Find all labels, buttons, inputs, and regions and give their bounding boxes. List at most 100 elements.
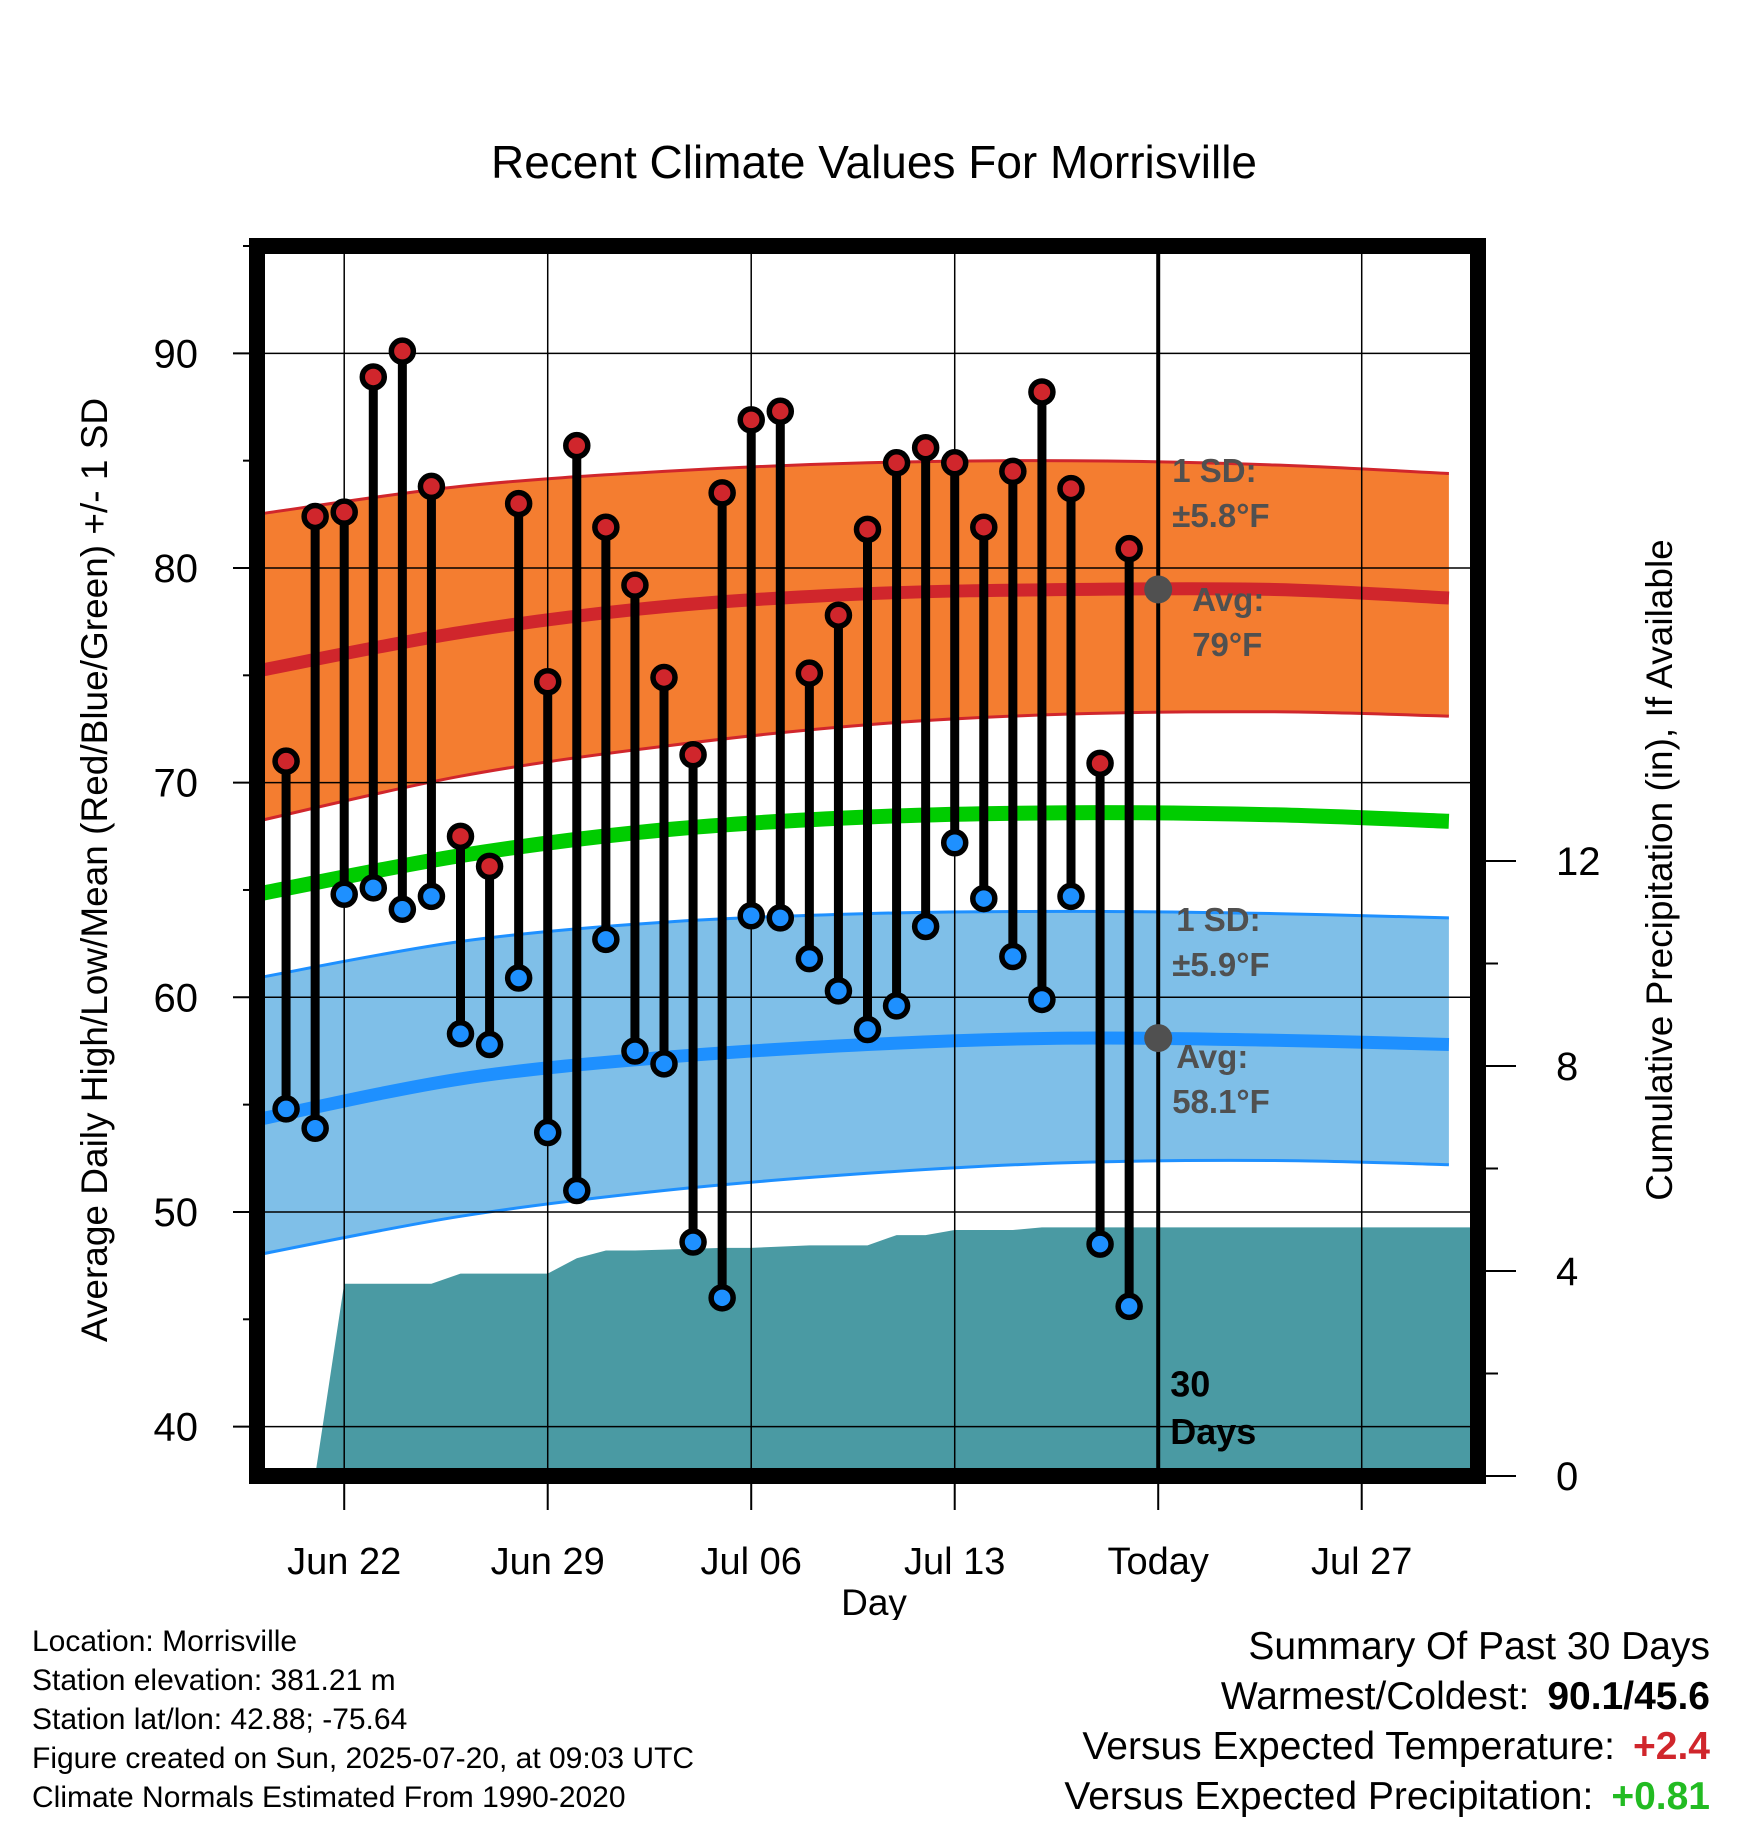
low-sd-title: 1 SD: (1176, 901, 1260, 938)
high-avg-marker (1144, 575, 1173, 604)
daily-high-point (1086, 749, 1114, 778)
y-tick-label: 90 (154, 332, 199, 376)
x-tick-label: Jun 22 (287, 1541, 401, 1583)
daily-high-point (417, 472, 446, 501)
daily-low-point (359, 874, 388, 902)
daily-low-point (388, 895, 417, 924)
summary-precip-row: Versus Expected Precipitation: +0.81 (1064, 1772, 1710, 1822)
precip-area (286, 1227, 1478, 1476)
y2-axis-label: Cumulative Precipitation (in), If Availa… (1639, 539, 1680, 1201)
daily-low-point (999, 942, 1027, 971)
y-tick-label: 70 (154, 762, 199, 806)
daily-low-point (563, 1176, 591, 1205)
low-sd-value: ±5.9°F (1172, 946, 1269, 983)
daily-high-point (301, 502, 329, 531)
daily-high-point (795, 659, 824, 687)
precip-value: +0.81 (1611, 1775, 1710, 1818)
daily-high-point (563, 431, 591, 460)
daily-high-point (1057, 474, 1085, 503)
normals-text: Climate Normals Estimated From 1990-2020 (32, 1781, 626, 1814)
elevation-text: Station elevation: 381.21 m (32, 1664, 396, 1697)
today-label-line1: 30 (1170, 1364, 1210, 1405)
daily-low-point (330, 880, 358, 909)
daily-high-point (679, 740, 707, 769)
x-axis-label: Day (841, 1582, 907, 1620)
x-tick-label: Jun 29 (491, 1541, 605, 1583)
summary-warmest-row: Warmest/Coldest: 90.1/45.6 (1064, 1672, 1710, 1722)
location-text: Location: Morrisville (32, 1625, 298, 1658)
daily-low-point (446, 1020, 475, 1048)
chart-title: Recent Climate Values For Morrisville (491, 136, 1257, 188)
daily-high-point (882, 449, 911, 477)
warmest-value: 90.1/45.6 (1547, 1675, 1710, 1718)
daily-low-point (504, 964, 533, 992)
daily-high-point (940, 449, 969, 477)
low-sd-lower-line (257, 1158, 1449, 1257)
temp-value: +2.4 (1633, 1725, 1710, 1768)
daily-high-point (504, 489, 533, 518)
daily-low-point (737, 901, 765, 930)
daily-high-point (272, 747, 300, 775)
warmest-label: Warmest/Coldest: (1220, 1675, 1530, 1718)
daily-high-point (970, 513, 998, 541)
plot-inner: 1 SD: ±5.8°F Avg: 79°F 1 SD: ±5.9°F Avg: 58.1°F… (257, 246, 1478, 1476)
high-avg-title: Avg: (1192, 581, 1264, 618)
x-tick-label: Today (1108, 1541, 1209, 1583)
daily-low-point (1086, 1230, 1114, 1258)
daily-high-point (766, 397, 795, 426)
daily-low-point (970, 884, 998, 913)
daily-high-point (446, 822, 475, 851)
summary-title: Summary Of Past 30 Days (1248, 1625, 1710, 1668)
daily-low-point (301, 1114, 329, 1143)
daily-high-point (621, 571, 649, 599)
daily-low-point (1115, 1292, 1143, 1321)
summary-temp-row: Versus Expected Temperature: +2.4 (1064, 1722, 1710, 1772)
high-sd-title: 1 SD: (1172, 452, 1256, 489)
temp-label: Versus Expected Temperature: (1082, 1725, 1615, 1768)
daily-low-point (650, 1050, 678, 1078)
y2-tick-label: 0 (1556, 1455, 1578, 1499)
station-info: Location: Morrisville Station elevation:… (32, 1622, 694, 1817)
daily-low-point (417, 882, 446, 911)
high-sd-band (257, 460, 1449, 822)
latlon-text: Station lat/lon: 42.88; -75.64 (32, 1703, 408, 1736)
climate-chart: Recent Climate Values For Morrisville 1 … (74, 136, 1680, 1620)
low-avg-marker (1144, 1024, 1173, 1053)
daily-low-point (911, 912, 940, 941)
daily-low-point (940, 829, 969, 857)
daily-high-point (533, 668, 562, 696)
daily-low-point (272, 1095, 300, 1123)
daily-low-point (1028, 985, 1056, 1014)
daily-low-point (679, 1228, 707, 1256)
y-tick-label: 50 (154, 1191, 199, 1235)
x-tick-label: Jul 06 (701, 1541, 802, 1583)
daily-low-point (766, 904, 795, 932)
y-tick-label: 60 (154, 976, 199, 1020)
daily-high-point (388, 337, 417, 365)
summary-panel: Summary Of Past 30 Days Warmest/Coldest:… (1064, 1622, 1710, 1822)
plot-area: 1 SD: ±5.8°F Avg: 79°F 1 SD: ±5.9°F Avg: 58.1°F… (154, 238, 1601, 1583)
normal-low-line (257, 1031, 1450, 1127)
x-tick-label: Jul 27 (1311, 1541, 1412, 1583)
daily-high-point (592, 513, 620, 541)
daily-high-point (824, 601, 853, 629)
daily-high-point (1028, 378, 1056, 406)
daily-low-point (824, 977, 853, 1005)
daily-low-point (882, 992, 911, 1020)
daily-low-point (621, 1037, 649, 1065)
y2-tick-label: 8 (1556, 1045, 1578, 1089)
high-avg-value: 79°F (1192, 626, 1262, 663)
daily-high-point (737, 406, 765, 434)
y2-tick-label: 4 (1556, 1250, 1578, 1294)
daily-high-point (999, 457, 1027, 486)
today-label-line2: Days (1170, 1411, 1256, 1452)
daily-high-point (853, 515, 882, 544)
low-avg-value: 58.1°F (1172, 1083, 1270, 1120)
created-text: Figure created on Sun, 2025-07-20, at 09… (32, 1742, 695, 1775)
daily-high-point (708, 479, 736, 507)
y-tick-label: 40 (154, 1406, 199, 1450)
x-tick-label: Jul 13 (904, 1541, 1005, 1583)
y2-tick-label: 12 (1556, 840, 1601, 884)
daily-high-point (359, 363, 388, 391)
y-tick-label: 80 (154, 547, 199, 591)
